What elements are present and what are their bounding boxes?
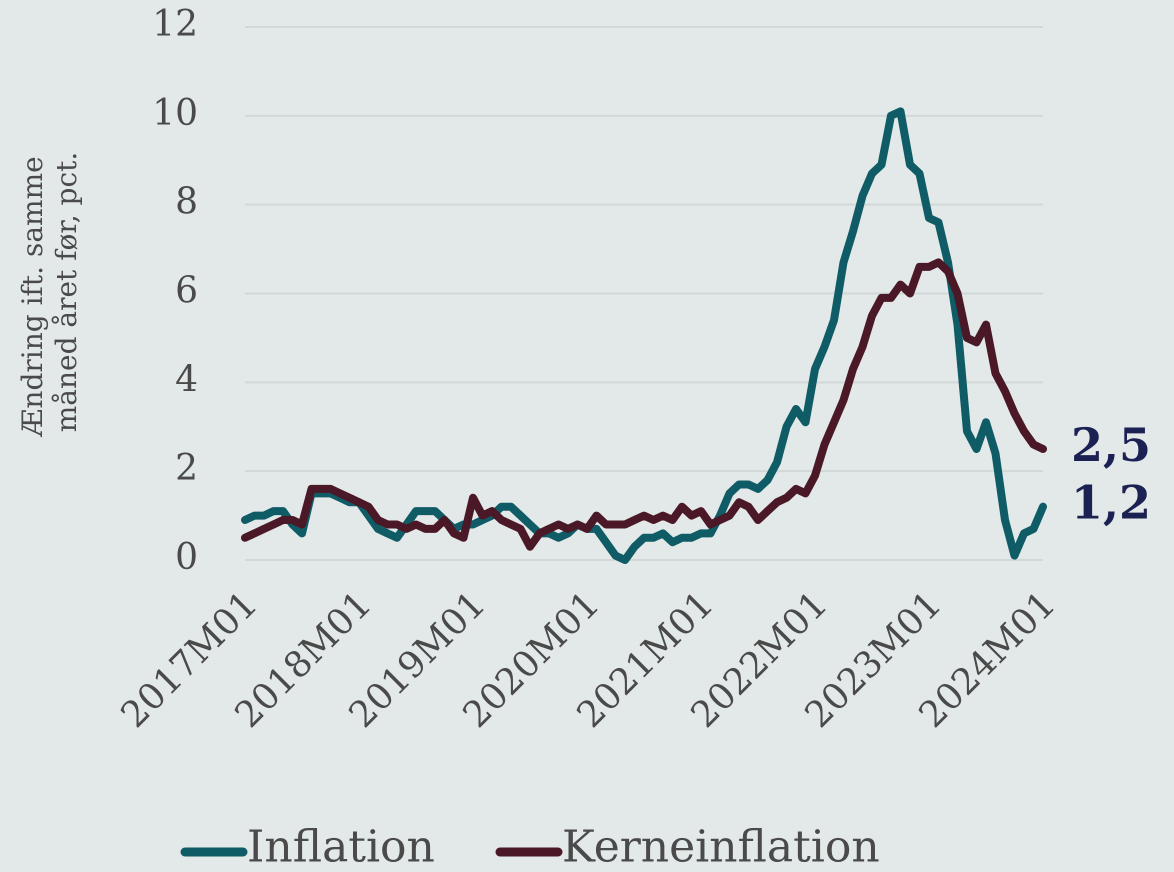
y-tick-label: 2 [175, 448, 198, 489]
y-tick-label: 6 [175, 271, 198, 312]
y-axis-label-line: måned året før, pct. [50, 152, 83, 433]
line-series [241, 107, 1047, 564]
y-axis-label: Ændring ift. samme måned året før, pct. [16, 147, 83, 437]
y-axis-label-line: Ændring ift. samme [16, 156, 49, 437]
line-series [241, 258, 1047, 551]
y-tick-label: 0 [175, 537, 198, 578]
legend-label: Kerneinflation [562, 822, 880, 872]
y-tick-label: 10 [152, 93, 198, 134]
legend-label: Inflation [247, 822, 435, 872]
y-tick-label: 12 [152, 4, 198, 45]
y-tick-label: 4 [175, 359, 198, 400]
y-tick-label: 8 [175, 182, 198, 223]
data-label: 1,2 [1071, 476, 1151, 530]
data-label: 2,5 [1071, 418, 1151, 472]
